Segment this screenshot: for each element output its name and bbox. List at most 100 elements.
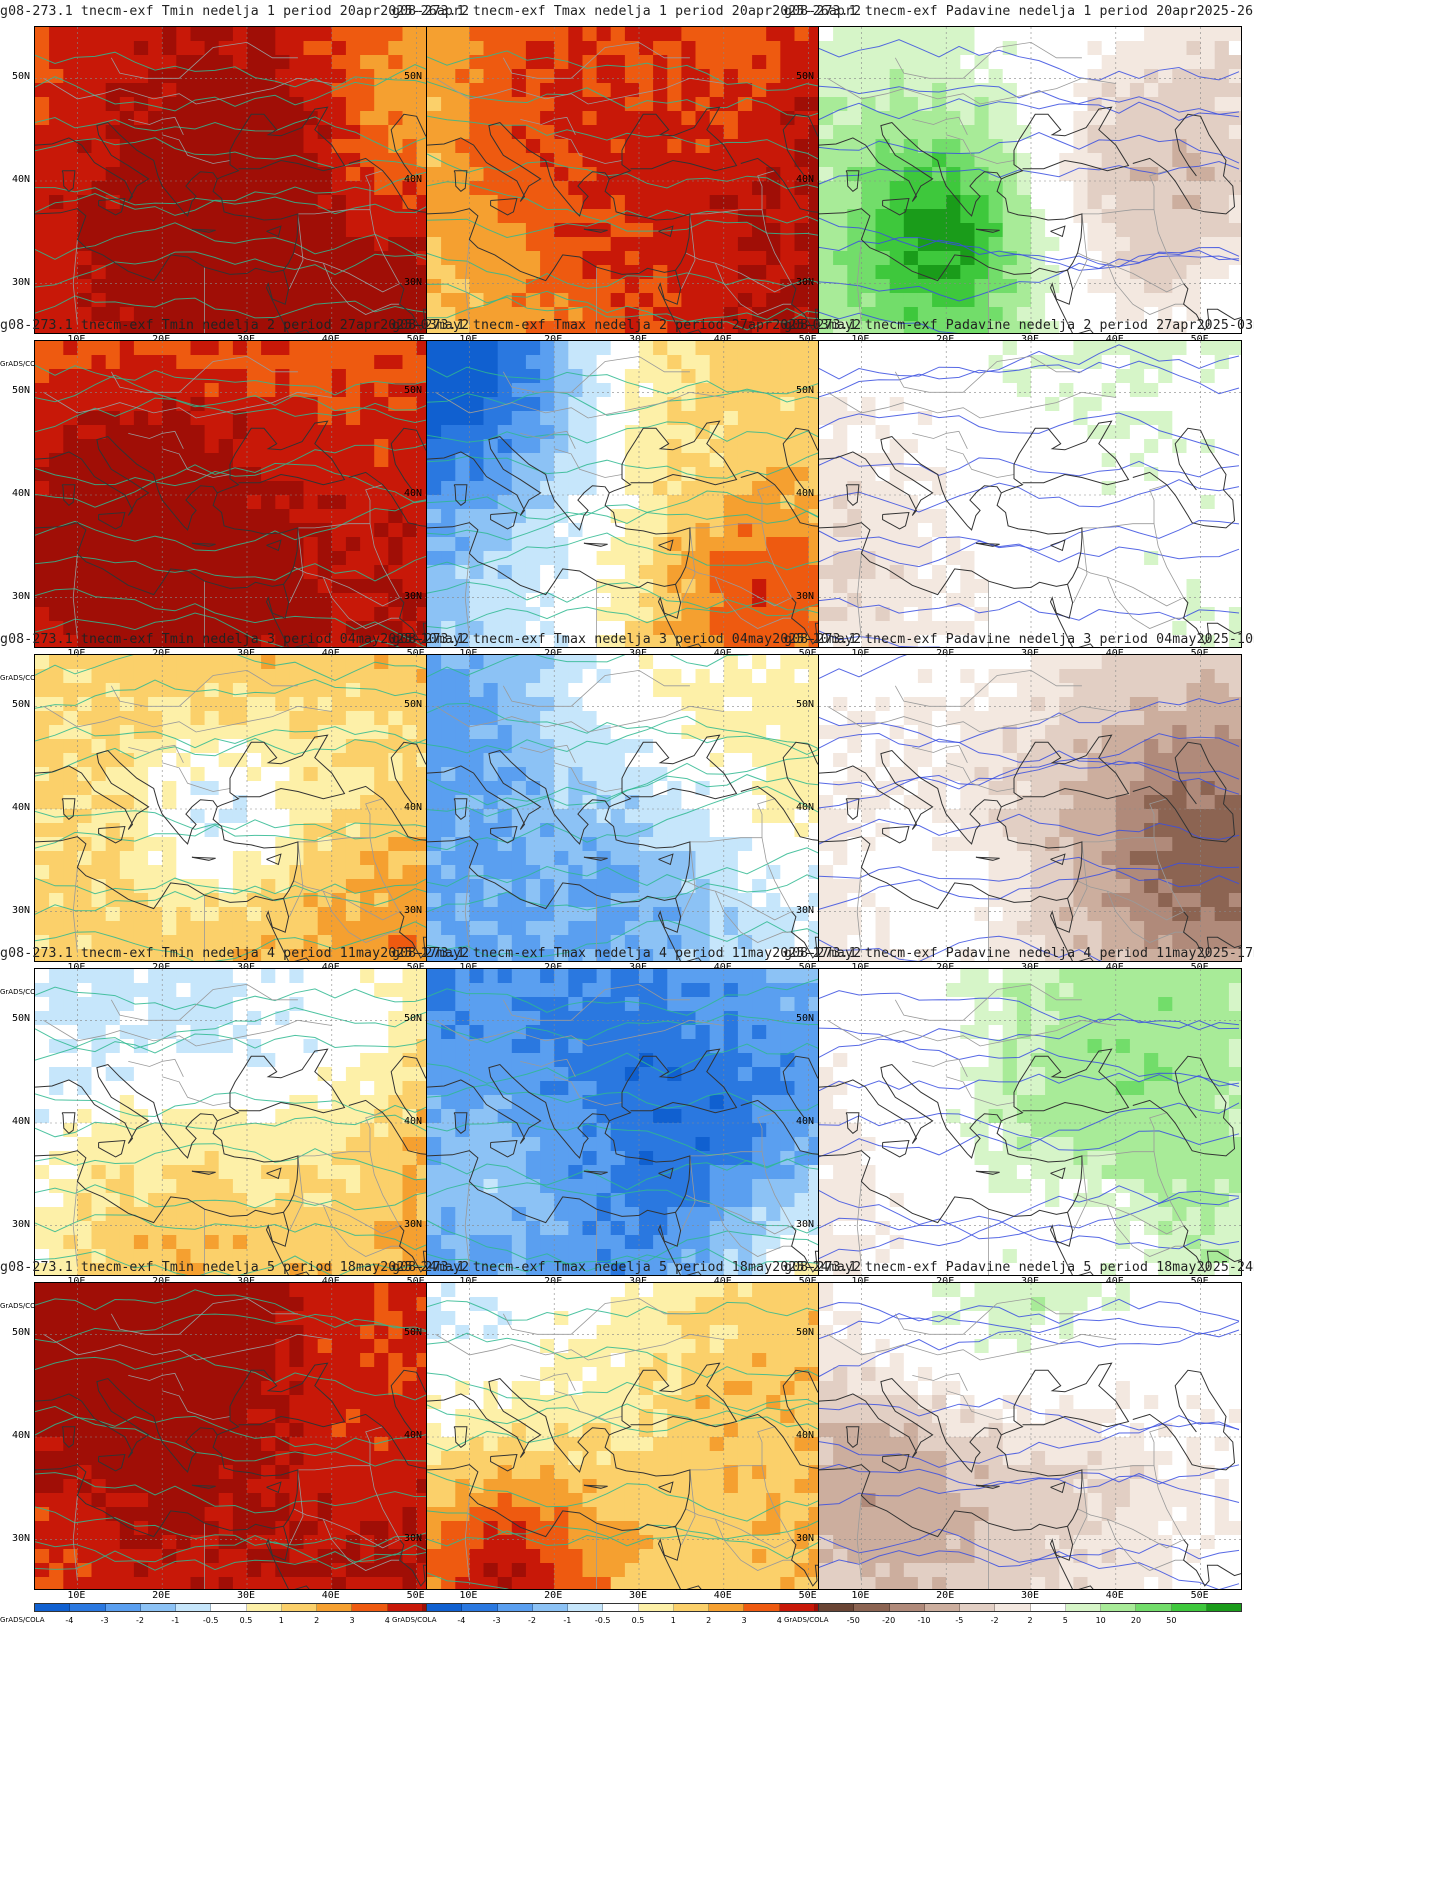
contour-line xyxy=(35,440,456,487)
lon-label: 10E xyxy=(67,334,86,345)
country-border xyxy=(1077,566,1184,607)
country-border xyxy=(293,566,400,607)
color-scale-swatch xyxy=(744,1604,780,1611)
color-scale-label: 3 xyxy=(349,1616,355,1625)
coastline xyxy=(975,856,1000,861)
color-scale-label: -10 xyxy=(917,1616,931,1625)
coastline xyxy=(1132,741,1236,843)
lat-label: 50N xyxy=(11,699,30,711)
coastline xyxy=(1078,1271,1094,1275)
color-scale-swatch xyxy=(673,1604,709,1611)
contour-line xyxy=(35,1029,456,1061)
coastline xyxy=(427,1048,738,1159)
lon-label: 30E xyxy=(628,1276,648,1287)
lat-label: 50N xyxy=(795,385,814,397)
lat-label: 50N xyxy=(403,1013,422,1025)
lon-label: 40E xyxy=(713,1590,732,1601)
lon-label: 50E xyxy=(798,1590,817,1601)
panel-title: g08-273.1 tnecm-exf Tmin nedelja 4 perio… xyxy=(0,946,470,961)
contour-line xyxy=(819,96,1240,121)
lat-label: 50N xyxy=(795,71,814,83)
contour-line xyxy=(819,862,1240,910)
grads-credit: GrADS/COLA xyxy=(784,1616,829,1624)
lon-label: 10E xyxy=(67,962,86,973)
contour-line xyxy=(819,1397,1240,1434)
contour-line xyxy=(35,877,456,906)
contour-line xyxy=(35,921,456,961)
color-scale-label: -1 xyxy=(171,1616,180,1625)
country-border xyxy=(856,553,862,639)
coastline xyxy=(265,1526,290,1589)
country-border xyxy=(714,576,792,629)
lon-label: 20E xyxy=(936,334,955,345)
lon-label: 50E xyxy=(1190,334,1209,345)
coastline xyxy=(1132,1369,1236,1471)
coastline xyxy=(191,542,216,547)
contour-line xyxy=(819,856,1240,888)
country-border xyxy=(289,1155,304,1231)
coastline xyxy=(1050,1481,1066,1494)
contour-line xyxy=(427,366,848,395)
forecast-map xyxy=(818,968,1242,1276)
contour-line xyxy=(819,597,1240,621)
lon-label: 40E xyxy=(713,962,732,973)
contour-line xyxy=(427,1372,848,1412)
coastline xyxy=(61,170,76,192)
country-border xyxy=(1077,1508,1184,1549)
coastline xyxy=(658,225,674,238)
contour-line xyxy=(35,1289,456,1339)
country-border xyxy=(110,355,298,393)
lat-label: 40N xyxy=(11,488,30,499)
lon-label: 20E xyxy=(152,648,171,659)
color-scale-label: 1 xyxy=(278,1616,284,1625)
contour-line xyxy=(35,462,456,508)
coastline xyxy=(975,1484,1000,1489)
lon-label: 10E xyxy=(851,962,870,973)
color-scale-label: -0.5 xyxy=(594,1616,611,1625)
country-border xyxy=(1073,1155,1088,1231)
panel-title: g08-273.1 tnecm-exf Tmax nedelja 1 perio… xyxy=(392,4,862,19)
coastline xyxy=(427,106,738,217)
contour-line xyxy=(819,479,1240,513)
coastline xyxy=(191,1170,216,1175)
coastline xyxy=(265,584,290,647)
prec-forecast-panel: g08-273.1 tnecm-exf Padavine nedelja 1 p… xyxy=(784,0,1254,379)
lat-label: 40N xyxy=(795,488,814,499)
tmax-forecast-panel: g08-273.1 tnecm-exf Tmax nedelja 3 perio… xyxy=(392,628,862,1007)
panel-title: g08-273.1 tnecm-exf Tmin nedelja 1 perio… xyxy=(0,4,470,19)
country-border xyxy=(894,41,1082,79)
country-border xyxy=(1081,837,1184,912)
lat-label: 50N xyxy=(11,1013,30,1025)
country-border xyxy=(856,239,862,325)
contour-line xyxy=(819,237,1240,271)
country-border xyxy=(365,798,383,838)
country-border xyxy=(912,1058,968,1077)
country-border xyxy=(685,566,792,607)
coastline xyxy=(265,270,290,333)
color-scale-label: -4 xyxy=(457,1616,466,1625)
coastline xyxy=(657,898,682,961)
coastline xyxy=(975,228,1000,233)
coastline xyxy=(882,1139,910,1158)
country-border xyxy=(502,355,690,393)
contour-line xyxy=(819,1038,1240,1087)
coastline xyxy=(453,170,468,192)
contour-line xyxy=(35,137,456,172)
color-scale-label: 0.5 xyxy=(239,1616,253,1625)
country-border xyxy=(827,77,1116,105)
country-border xyxy=(894,1297,1082,1335)
contour-line xyxy=(819,455,1240,478)
color-scale-swatch xyxy=(352,1604,388,1611)
country-border xyxy=(1106,890,1184,943)
coastline xyxy=(294,329,310,333)
country-border xyxy=(289,527,304,603)
coastline xyxy=(35,734,346,845)
coastline xyxy=(1049,1212,1074,1275)
color-scale-label: 1 xyxy=(670,1616,676,1625)
contour-line xyxy=(35,655,456,681)
coastline xyxy=(819,420,1130,531)
contour-line xyxy=(35,64,456,112)
lat-label: 50N xyxy=(11,71,30,83)
country-border xyxy=(1106,1518,1184,1571)
color-scale-label: -1 xyxy=(563,1616,572,1625)
